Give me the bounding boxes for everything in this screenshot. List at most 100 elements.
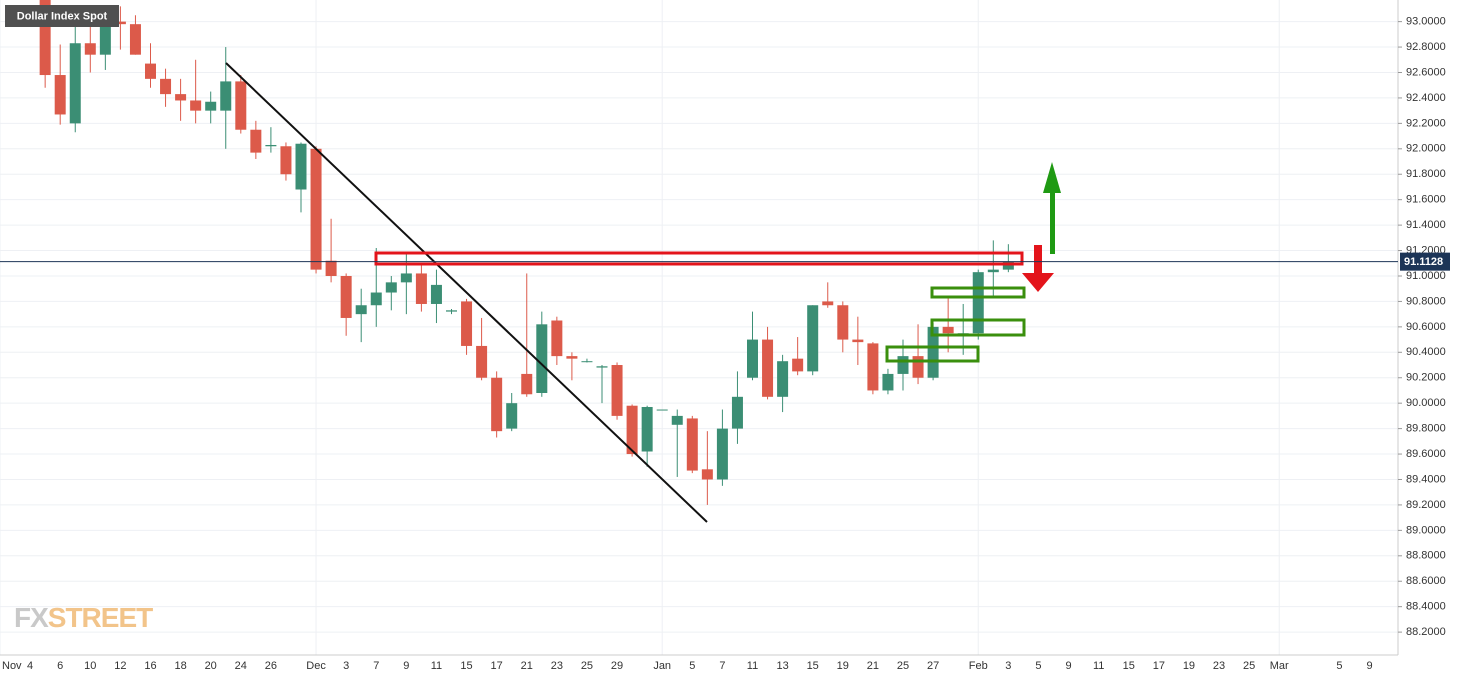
y-tick-label: 88.2000 (1406, 626, 1446, 638)
candle-body (792, 358, 804, 372)
candle-body (837, 305, 849, 340)
candle-body (972, 272, 984, 334)
y-tick-label: 90.8000 (1406, 295, 1446, 307)
candle-body (1002, 262, 1014, 270)
candle-body (987, 269, 999, 273)
candle-body (39, 0, 51, 76)
x-tick-label: 11 (747, 660, 758, 672)
x-tick-label: 18 (174, 660, 186, 672)
candle-body (701, 469, 713, 480)
chart-title: Dollar Index Spot (17, 10, 108, 22)
y-tick-label: 92.2000 (1406, 117, 1446, 129)
x-tick-label: 25 (897, 660, 909, 672)
candle-body (265, 144, 277, 147)
candle-body (897, 356, 909, 374)
x-tick-label: 20 (205, 660, 217, 672)
x-tick-label: 24 (235, 660, 247, 672)
y-tick-label: 92.0000 (1406, 143, 1446, 155)
y-tick-label: 91.0000 (1406, 270, 1446, 282)
x-tick-label: Feb (969, 660, 988, 672)
x-tick-label: 9 (1065, 660, 1071, 672)
x-tick-label: 26 (265, 660, 277, 672)
x-tick-label: 25 (581, 660, 593, 672)
y-tick-label: 91.4000 (1406, 219, 1446, 231)
x-tick-label: 7 (373, 660, 379, 672)
candle-body (476, 345, 488, 378)
x-tick-label: 15 (807, 660, 819, 672)
candle-body (310, 148, 322, 270)
candle-body (400, 273, 412, 283)
x-tick-label: 23 (1213, 660, 1225, 672)
x-tick-label: 11 (1093, 660, 1104, 672)
candle-body (69, 43, 81, 124)
x-tick-label: 23 (551, 660, 563, 672)
x-tick-label: 4 (27, 660, 33, 672)
candle-body (430, 284, 442, 304)
x-tick-label: 21 (521, 660, 533, 672)
x-tick-label: 5 (689, 660, 695, 672)
x-tick-label: 19 (1183, 660, 1195, 672)
last-price-label: 91.1128 (1404, 256, 1443, 268)
y-tick-label: 93.0000 (1406, 16, 1446, 28)
resistance-zone (374, 251, 1024, 266)
x-tick-label: 7 (719, 660, 725, 672)
y-tick-label: 90.0000 (1406, 397, 1446, 409)
candle-body (536, 324, 548, 393)
candle-body (506, 403, 518, 429)
candle-body (777, 361, 789, 397)
y-tick-label: 91.6000 (1406, 194, 1446, 206)
candle-body (54, 75, 66, 115)
x-tick-label: 25 (1243, 660, 1255, 672)
support-zone (885, 345, 980, 363)
candle-body (235, 81, 247, 130)
x-tick-label: 19 (837, 660, 849, 672)
up-arrow (1043, 162, 1061, 254)
x-tick-label: Dec (306, 660, 326, 672)
candle-body (566, 356, 578, 359)
candle-body (160, 78, 172, 95)
candle-body (99, 21, 111, 55)
candle-body (882, 373, 894, 391)
y-tick-label: 92.4000 (1406, 92, 1446, 104)
x-tick-label: Nov (2, 660, 22, 672)
candle-body (280, 146, 292, 175)
x-tick-label: 5 (1035, 660, 1041, 672)
y-tick-label: 91.8000 (1406, 168, 1446, 180)
logo-street: STREET (48, 602, 153, 633)
candle-body (145, 63, 156, 79)
y-tick-label: 92.8000 (1406, 41, 1446, 53)
candle-body (867, 343, 879, 391)
logo-fx: FX (14, 602, 49, 633)
candle-body (295, 143, 307, 190)
candle-body (325, 260, 337, 276)
candle-body (385, 282, 397, 293)
candle-body (446, 310, 457, 312)
candle-body (611, 365, 623, 416)
x-tick-label: 15 (1123, 660, 1135, 672)
candle-body (852, 339, 864, 343)
y-tick-label: 89.8000 (1406, 423, 1446, 435)
candle-body (415, 273, 427, 304)
candle-body (175, 94, 187, 101)
y-tick-label: 90.4000 (1406, 346, 1446, 358)
axes: 88.2000 88.4000 88.6000 88.8000 89.0000 89.20… (0, 16, 1450, 672)
candle-body (671, 415, 683, 425)
candle-body (626, 405, 638, 455)
x-tick-label: 12 (114, 660, 126, 672)
candle-body (656, 409, 668, 411)
x-tick-label: 9 (1366, 660, 1372, 672)
x-tick-label: 21 (867, 660, 879, 672)
x-tick-label: 29 (611, 660, 623, 672)
x-tick-label: 5 (1336, 660, 1342, 672)
annotations (225, 62, 1061, 523)
x-tick-label: 27 (927, 660, 939, 672)
candle-body (912, 356, 924, 378)
x-tick-label: 15 (460, 660, 472, 672)
candle-body (114, 21, 126, 25)
y-tick-label: 89.6000 (1406, 448, 1446, 460)
candle-body (807, 305, 819, 372)
last-price-box (1400, 252, 1450, 271)
x-tick-label: 17 (491, 660, 503, 672)
x-tick-label: 9 (403, 660, 409, 672)
